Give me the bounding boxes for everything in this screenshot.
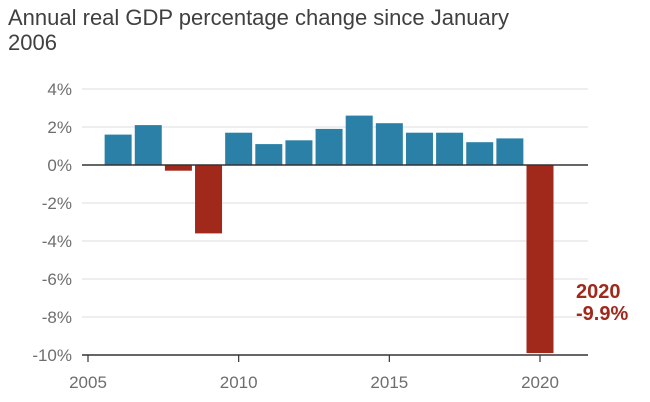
y-tick-label: 2% <box>47 118 72 137</box>
bar-2014 <box>345 115 373 165</box>
bar-2013 <box>315 128 343 165</box>
y-tick-label: -2% <box>42 194 72 213</box>
bar-2008 <box>164 165 192 171</box>
bar-2017 <box>436 132 464 165</box>
x-axis-tick-labels: 2005 2010 2015 2020 <box>69 355 559 392</box>
bar-2011 <box>255 144 283 165</box>
annotation: 2020 -9.9% <box>576 281 628 325</box>
y-axis-tick-labels: 4% 2% 0% -2% -4% -6% -8% -10% <box>32 80 72 365</box>
x-tick-label: 2015 <box>370 373 408 392</box>
x-tick-label: 2005 <box>69 373 107 392</box>
bar-2016 <box>405 132 433 165</box>
y-tick-label: -4% <box>42 232 72 251</box>
y-tick-label: -10% <box>32 346 72 365</box>
y-tick-label: 4% <box>47 80 72 99</box>
annotation-year: 2020 <box>576 281 621 303</box>
axes <box>82 164 588 356</box>
bars <box>104 115 554 354</box>
bar-2007 <box>134 125 162 165</box>
bar-2006 <box>104 134 132 165</box>
bar-2012 <box>285 140 313 165</box>
y-tick-label: 0% <box>47 156 72 175</box>
bar-2019 <box>496 138 524 165</box>
bar-2015 <box>375 123 403 165</box>
bar-2010 <box>225 132 253 165</box>
x-tick-label: 2010 <box>220 373 258 392</box>
y-tick-label: -8% <box>42 308 72 327</box>
bar-2018 <box>466 142 494 165</box>
bar-2020 <box>526 165 554 354</box>
bar-2009 <box>195 165 223 234</box>
annotation-value: -9.9% <box>576 303 628 325</box>
x-tick-label: 2020 <box>521 373 559 392</box>
y-tick-label: -6% <box>42 270 72 289</box>
chart-title: Annual real GDP percentage change since … <box>8 5 510 55</box>
